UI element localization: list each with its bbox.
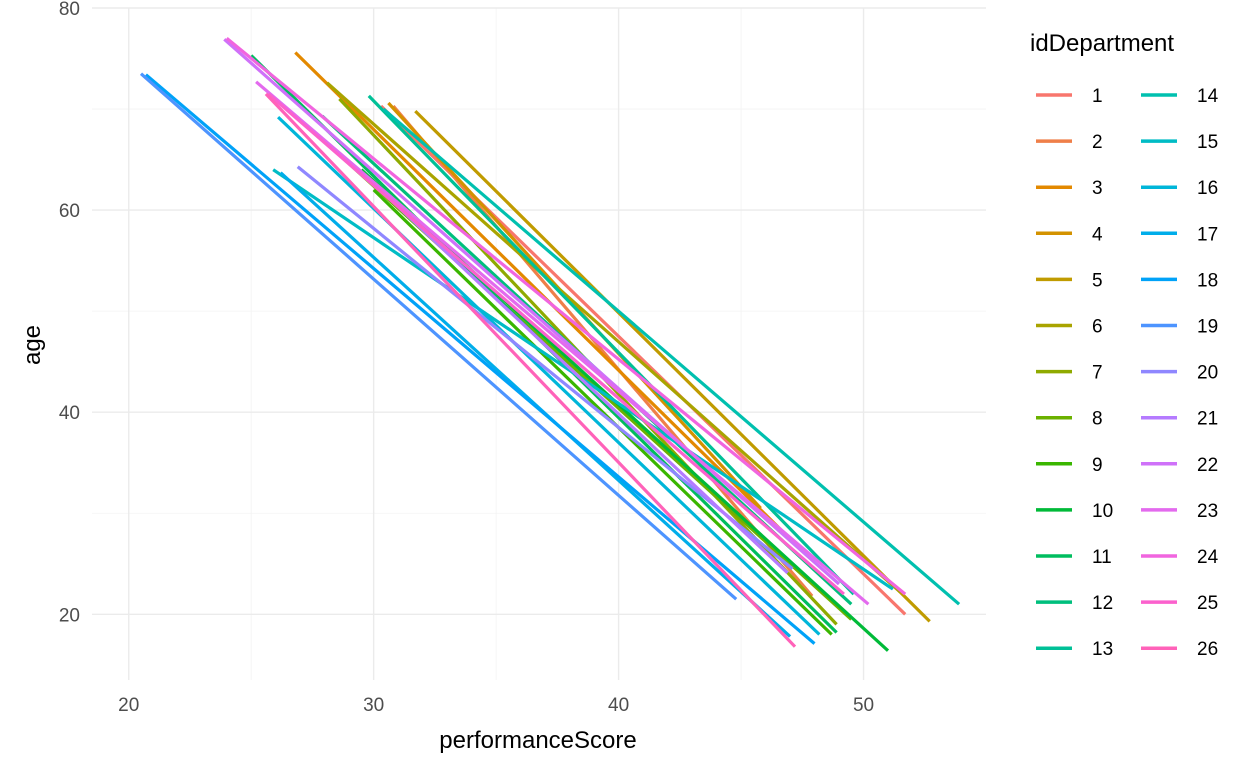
series-line-5 bbox=[414, 109, 931, 623]
legend: idDepartment 123456789101112131415161718… bbox=[1030, 30, 1219, 660]
series-line-16 bbox=[276, 115, 821, 636]
x-tick-label: 50 bbox=[853, 695, 874, 716]
series-line-9 bbox=[372, 188, 833, 636]
legend-label-6: 6 bbox=[1092, 317, 1103, 338]
series-line-25 bbox=[267, 92, 845, 596]
legend-label-12: 12 bbox=[1092, 593, 1113, 614]
series-line-13 bbox=[367, 94, 855, 596]
y-tick-label: 20 bbox=[59, 605, 80, 626]
x-tick-label: 20 bbox=[118, 695, 139, 716]
legend-label-2: 2 bbox=[1092, 132, 1103, 153]
legend-label-1: 1 bbox=[1092, 86, 1103, 107]
y-axis-tick-labels: 20 40 60 80 bbox=[59, 0, 80, 626]
legend-label-23: 23 bbox=[1197, 501, 1218, 522]
legend-label-25: 25 bbox=[1197, 593, 1218, 614]
legend-label-15: 15 bbox=[1197, 132, 1218, 153]
legend-label-19: 19 bbox=[1197, 317, 1218, 338]
legend-items: 1234567891011121314151617181920212223242… bbox=[1036, 86, 1219, 660]
series-line-24 bbox=[225, 37, 907, 596]
legend-label-21: 21 bbox=[1197, 409, 1218, 430]
legend-label-10: 10 bbox=[1092, 501, 1113, 522]
series-line-14 bbox=[382, 107, 961, 606]
series-line-23 bbox=[255, 80, 870, 606]
series-line-21 bbox=[355, 166, 789, 575]
y-tick-label: 40 bbox=[59, 403, 80, 424]
legend-title: idDepartment bbox=[1030, 30, 1174, 57]
legend-label-26: 26 bbox=[1197, 639, 1218, 660]
series-line-6 bbox=[326, 81, 902, 594]
legend-label-7: 7 bbox=[1092, 363, 1103, 384]
legend-label-13: 13 bbox=[1092, 639, 1113, 660]
x-tick-label: 30 bbox=[363, 695, 384, 716]
legend-label-14: 14 bbox=[1197, 86, 1219, 107]
legend-label-18: 18 bbox=[1197, 270, 1218, 291]
series-line-19 bbox=[139, 72, 738, 601]
series-line-26 bbox=[264, 92, 797, 648]
legend-label-5: 5 bbox=[1092, 270, 1103, 291]
series-line-18 bbox=[144, 73, 816, 645]
series-lines bbox=[139, 37, 961, 652]
legend-label-9: 9 bbox=[1092, 455, 1103, 476]
y-tick-label: 80 bbox=[59, 0, 80, 20]
minor-gridlines bbox=[92, 8, 986, 680]
legend-label-16: 16 bbox=[1197, 178, 1218, 199]
y-tick-label: 60 bbox=[59, 201, 80, 222]
legend-label-17: 17 bbox=[1197, 224, 1218, 245]
x-axis-tick-labels: 20 30 40 50 bbox=[118, 695, 874, 716]
legend-label-8: 8 bbox=[1092, 409, 1103, 430]
legend-label-4: 4 bbox=[1092, 224, 1103, 245]
x-tick-label: 40 bbox=[608, 695, 629, 716]
legend-label-22: 22 bbox=[1197, 455, 1218, 476]
x-axis-title: performanceScore bbox=[439, 727, 636, 754]
y-axis-title: age bbox=[19, 325, 46, 365]
legend-label-24: 24 bbox=[1197, 547, 1219, 568]
legend-label-20: 20 bbox=[1197, 363, 1218, 384]
series-line-2 bbox=[392, 104, 814, 598]
legend-label-11: 11 bbox=[1092, 547, 1112, 568]
legend-label-3: 3 bbox=[1092, 178, 1103, 199]
